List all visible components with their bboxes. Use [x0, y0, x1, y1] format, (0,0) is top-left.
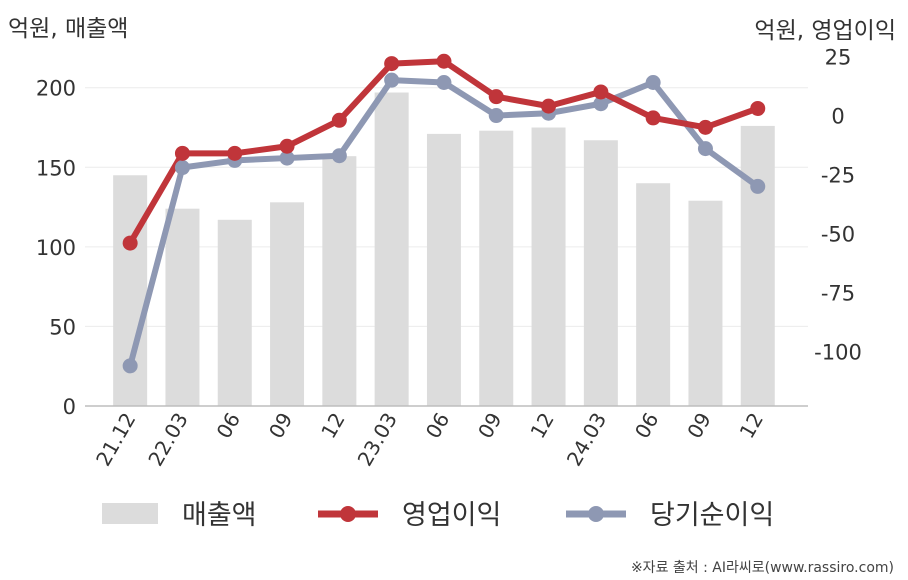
- right-tick-label: -25: [821, 164, 855, 188]
- net-income-point: [750, 178, 766, 194]
- revenue-bar: [217, 219, 252, 406]
- profit-points: [122, 53, 766, 374]
- x-tick-label: 21.12: [91, 409, 140, 471]
- x-tick-label: 23.03: [353, 409, 402, 471]
- x-tick-label: 12: [735, 409, 769, 443]
- net-income-point: [384, 72, 400, 88]
- x-tick-label: 09: [264, 409, 298, 443]
- right-tick-label: 25: [825, 46, 852, 70]
- source-credit: ※자료 출처 : AI라씨로(www.rassiro.com): [631, 560, 894, 576]
- right-tick-label: -100: [814, 341, 862, 365]
- net-income-point: [697, 141, 713, 157]
- net-income-point: [593, 96, 609, 112]
- x-tick-label: 09: [473, 409, 507, 443]
- operating-profit-point: [488, 89, 504, 105]
- right-tick-label: -50: [821, 223, 855, 247]
- right-tick-label: 0: [831, 105, 844, 129]
- x-axis-ticks: 21.12 22.03 06 09 12 23.03 06 09 12 24.03 06 09 12: [91, 409, 768, 471]
- x-tick-label: 06: [421, 409, 455, 443]
- legend-label-net-income: 당기순이익: [650, 500, 774, 531]
- operating-profit-point: [541, 98, 557, 114]
- net-income-point: [279, 150, 295, 166]
- x-tick-label: 24.03: [562, 409, 611, 471]
- revenue-bars: [113, 92, 775, 407]
- left-tick-label: 100: [36, 236, 76, 260]
- revenue-bar: [479, 130, 514, 406]
- x-tick-label: 12: [525, 409, 559, 443]
- x-tick-label: 06: [630, 409, 664, 443]
- operating-profit-point: [645, 110, 661, 126]
- right-tick-label: -75: [821, 282, 855, 306]
- left-tick-label: 0: [63, 395, 76, 419]
- legend-label-operating-profit: 영업이익: [402, 500, 501, 531]
- operating-profit-point: [279, 138, 295, 154]
- right-axis-label: 억원, 영업이익: [754, 18, 896, 44]
- operating-profit-point: [122, 235, 138, 251]
- revenue-bar: [583, 140, 618, 406]
- left-axis-ticks: 0 50 100 150 200: [36, 77, 76, 419]
- operating-profit-point: [750, 100, 766, 116]
- operating-profit-point: [331, 112, 347, 128]
- revenue-bar: [322, 156, 357, 406]
- revenue-bar: [531, 127, 566, 407]
- operating-profit-point: [697, 119, 713, 135]
- operating-profit-point: [384, 56, 400, 72]
- net-income-point: [436, 75, 452, 91]
- legend-label-revenue: 매출액: [182, 500, 257, 531]
- revenue-bar: [740, 125, 775, 407]
- legend-marker-net-income: [588, 506, 604, 522]
- x-tick-label: 22.03: [143, 409, 192, 471]
- revenue-bar: [374, 92, 409, 406]
- net-income-point: [645, 75, 661, 91]
- operating-profit-point: [227, 145, 243, 161]
- revenue-bar: [688, 200, 723, 406]
- left-axis-label: 억원, 매출액: [8, 16, 128, 42]
- revenue-bar: [636, 183, 671, 406]
- revenue-bar: [426, 133, 461, 406]
- net-income-point: [488, 108, 504, 124]
- legend-swatch-revenue: [102, 503, 158, 524]
- left-tick-label: 200: [36, 77, 76, 101]
- x-tick-label: 09: [682, 409, 716, 443]
- legend: 매출액 영업이익 당기순이익: [102, 500, 774, 531]
- revenue-bar: [165, 208, 200, 406]
- legend-marker-operating-profit: [340, 506, 356, 522]
- operating-profit-point: [593, 84, 609, 100]
- revenue-bar: [270, 202, 305, 406]
- x-tick-label: 06: [212, 409, 246, 443]
- net-income-point: [174, 160, 190, 176]
- left-tick-label: 150: [36, 156, 76, 180]
- x-tick-label: 12: [316, 409, 350, 443]
- net-income-point: [122, 358, 138, 374]
- left-tick-label: 50: [49, 315, 76, 339]
- operating-profit-point: [436, 53, 452, 69]
- operating-profit-point: [174, 145, 190, 161]
- right-axis-ticks: 25 0 -25 -50 -75 -100: [814, 46, 862, 365]
- net-income-point: [331, 148, 347, 164]
